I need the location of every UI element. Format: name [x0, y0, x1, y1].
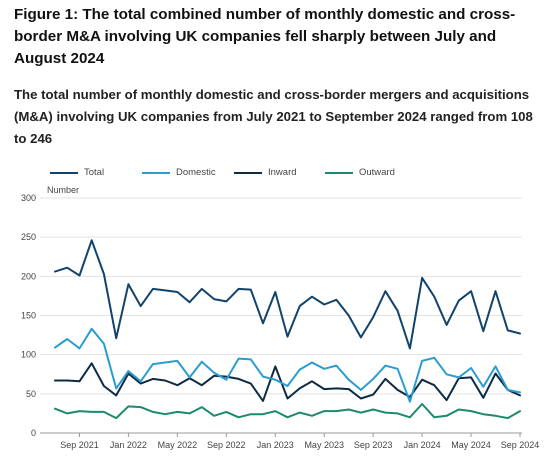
x-tick-label-may-2023: May 2023 [304, 440, 344, 450]
x-tick-label-jan-2022: Jan 2022 [110, 440, 147, 450]
x-tick-label-jan-2023: Jan 2023 [257, 440, 294, 450]
y-tick-label-150: 150 [21, 311, 36, 321]
x-tick-label-may-2022: May 2022 [158, 440, 198, 450]
y-tick-label-100: 100 [21, 350, 36, 360]
legend-swatch-domestic [142, 172, 170, 174]
series-line-total [54, 239, 521, 350]
legend-label-outward: Outward [359, 167, 395, 178]
figure-title: Figure 1: The total combined number of m… [14, 6, 516, 67]
series-line-domestic [54, 327, 521, 403]
y-tick-label-200: 200 [21, 271, 36, 281]
x-tick-label-jan-2024: Jan 2024 [404, 440, 441, 450]
legend-label-domestic: Domestic [176, 167, 216, 178]
x-tick-label-sep-2023: Sep 2023 [354, 440, 393, 450]
legend-label-total: Total [84, 167, 105, 178]
legend-swatch-inward [234, 172, 262, 174]
legend-label-inward: Inward [268, 167, 297, 178]
y-axis-label: Number [47, 185, 80, 195]
figure-subtitle: The total number of monthly domestic and… [14, 87, 533, 146]
x-tick-label-sep-2021: Sep 2021 [60, 440, 99, 450]
y-tick-label-0: 0 [31, 428, 36, 438]
legend-swatch-total [50, 172, 78, 174]
x-tick-label-sep-2024: Sep 2024 [501, 440, 540, 450]
y-tick-label-50: 50 [26, 389, 36, 399]
legend-swatch-outward [325, 172, 353, 174]
y-tick-label-250: 250 [21, 232, 36, 242]
y-tick-label-300: 300 [21, 193, 36, 203]
x-tick-label-sep-2022: Sep 2022 [207, 440, 246, 450]
series-line-outward [54, 403, 521, 420]
x-tick-label-may-2024: May 2024 [451, 440, 491, 450]
series-line-inward [54, 362, 521, 402]
